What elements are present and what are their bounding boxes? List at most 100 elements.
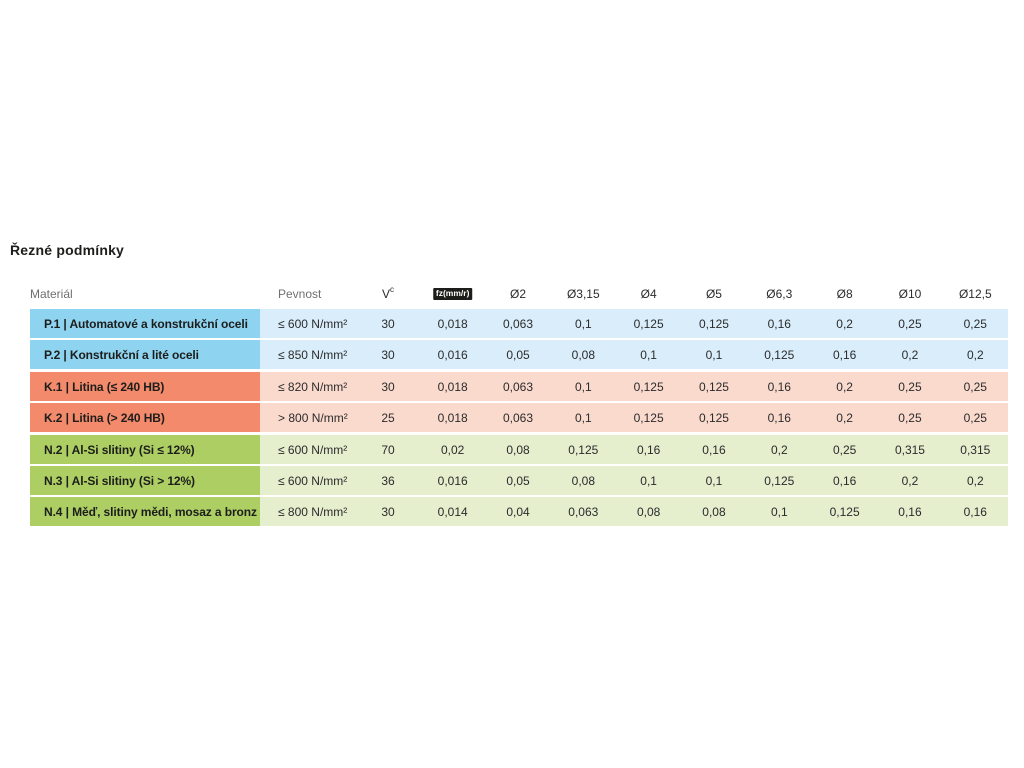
fz-value-cell: 0,2: [877, 340, 943, 369]
pevnost-cell: ≤ 800 N/mm²: [260, 497, 356, 526]
fz-value-cell: 0,04: [485, 497, 551, 526]
fz-value-cell: 0,125: [746, 466, 812, 495]
material-cell: N.3 | Al-Si slitiny (Si > 12%): [30, 466, 260, 495]
fz-value-cell: 0,08: [550, 340, 616, 369]
fz-value-cell: 0,25: [877, 403, 943, 432]
column-header-pevnost: Pevnost: [278, 287, 322, 301]
diameter-label: Ø3,15: [566, 287, 600, 301]
table-row: P.2 | Konstrukční a lité oceli ≤ 850 N/mm…: [30, 340, 1008, 369]
fz-value-cell: 0,16: [811, 340, 878, 369]
pevnost-cell: ≤ 600 N/mm²: [260, 466, 356, 495]
diameter-label: Ø6,3: [766, 287, 793, 301]
vc-cell: 25: [356, 403, 420, 432]
table-row: N.4 | Měď, slitiny mědi, mosaz a bronz ≤ …: [30, 497, 1008, 526]
fz-value-cell: 0,16: [746, 403, 812, 432]
fz-value-cell: 0,016: [420, 340, 486, 369]
fz-value-cell: 0,125: [681, 372, 747, 401]
fz-value-cell: 0,1: [681, 340, 747, 369]
diameter-label: Ø10: [898, 287, 922, 301]
column-header-d5: Ø5: [681, 287, 746, 307]
fz-value-cell: 0,063: [550, 497, 616, 526]
fz-value-cell: 0,08: [550, 466, 616, 495]
material-cell: K.2 | Litina (> 240 HB): [30, 403, 260, 432]
table-row: N.3 | Al-Si slitiny (Si > 12%) ≤ 600 N/mm…: [30, 466, 1008, 495]
fz-value-cell: 0,125: [615, 372, 682, 401]
fz-value-cell: 0,16: [811, 466, 878, 495]
vc-cell: 30: [356, 340, 420, 369]
fz-value-cell: 0,16: [681, 435, 747, 464]
fz-value-cell: 0,1: [615, 466, 682, 495]
fz-value-cell: 0,1: [550, 372, 616, 401]
fz-value-cell: 0,08: [681, 497, 747, 526]
vc-base: V: [381, 286, 390, 301]
table-row: K.1 | Litina (≤ 240 HB) ≤ 820 N/mm² 30 0,01…: [30, 372, 1008, 401]
column-header-d8: Ø10: [877, 287, 942, 307]
fz-value-cell: 0,1: [681, 466, 747, 495]
fz-value-cell: 0,2: [811, 309, 878, 338]
material-cell: P.2 | Konstrukční a lité oceli: [30, 340, 260, 369]
fz-value-cell: 0,018: [420, 372, 486, 401]
fz-value-cell: 0,125: [681, 309, 747, 338]
pevnost-cell: ≤ 850 N/mm²: [260, 340, 356, 369]
diameter-label: Ø8: [836, 287, 853, 301]
column-header-material: Materiál: [30, 287, 73, 301]
table-row: N.2 | Al-Si slitiny (Si ≤ 12%) ≤ 600 N/mm…: [30, 435, 1008, 464]
column-header-d6: Ø6,3: [747, 287, 812, 307]
fz-value-cell: 0,315: [942, 435, 1008, 464]
vc-cell: 30: [356, 497, 420, 526]
diameter-label: Ø4: [640, 287, 657, 301]
fz-value-cell: 0,315: [877, 435, 943, 464]
fz-value-cell: 0,25: [942, 309, 1008, 338]
pevnost-cell: ≤ 600 N/mm²: [260, 309, 356, 338]
fz-value-cell: 0,16: [877, 497, 943, 526]
fz-value-cell: 0,063: [485, 403, 551, 432]
fz-value-cell: 0,063: [485, 372, 551, 401]
fz-value-cell: 0,16: [615, 435, 682, 464]
fz-value-cell: 0,05: [485, 466, 551, 495]
fz-value-cell: 0,018: [420, 309, 486, 338]
material-cell: P.1 | Automatové a konstrukční oceli: [30, 309, 260, 338]
vc-subscript: c: [390, 286, 394, 294]
fz-value-cell: 0,16: [746, 309, 812, 338]
diameter-label: Ø12,5: [958, 287, 992, 301]
vc-cell: 70: [356, 435, 420, 464]
fz-value-cell: 0,2: [877, 466, 943, 495]
fz-value-cell: 0,16: [746, 372, 812, 401]
fz-value-cell: 0,125: [550, 435, 616, 464]
fz-value-cell: 0,125: [746, 340, 812, 369]
column-header-d4: Ø4: [616, 287, 681, 307]
column-header-d7: Ø8: [812, 287, 877, 307]
fz-value-cell: 0,02: [420, 435, 486, 464]
cutting-conditions-table: Materiál Pevnost Vc fz(mm/r) Ø1 Ø2 Ø3,15…: [30, 268, 1008, 526]
page-title: Řezné podmínky: [10, 242, 125, 258]
fz-value-cell: 0,25: [811, 435, 878, 464]
diameter-label: Ø5: [705, 287, 722, 301]
fz-value-cell: 0,25: [942, 372, 1008, 401]
material-cell: N.2 | Al-Si slitiny (Si ≤ 12%): [30, 435, 260, 464]
fz-value-cell: 0,08: [615, 497, 682, 526]
fz-value-cell: 0,063: [485, 309, 551, 338]
column-header-d1: fz(mm/r) Ø1: [420, 287, 485, 307]
fz-value-cell: 0,25: [877, 372, 943, 401]
fz-value-cell: 0,1: [550, 403, 616, 432]
fz-value-cell: 0,2: [811, 372, 878, 401]
fz-value-cell: 0,05: [485, 340, 551, 369]
table-row: P.1 | Automatové a konstrukční oceli ≤ 60…: [30, 309, 1008, 338]
fz-value-cell: 0,125: [811, 497, 878, 526]
vc-cell: 30: [356, 309, 420, 338]
column-header-d3: Ø3,15: [551, 287, 616, 307]
fz-value-cell: 0,016: [420, 466, 486, 495]
fz-value-cell: 0,2: [811, 403, 878, 432]
column-header-d2: Ø2: [485, 287, 550, 307]
fz-value-cell: 0,25: [942, 403, 1008, 432]
fz-value-cell: 0,2: [746, 435, 812, 464]
fz-value-cell: 0,125: [615, 403, 682, 432]
pevnost-cell: > 800 N/mm²: [260, 403, 356, 432]
pevnost-cell: ≤ 820 N/mm²: [260, 372, 356, 401]
fz-unit-badge: fz(mm/r): [432, 288, 473, 300]
table-row: K.2 | Litina (> 240 HB) > 800 N/mm² 25 0,01…: [30, 403, 1008, 432]
fz-value-cell: 0,2: [942, 466, 1008, 495]
material-cell: N.4 | Měď, slitiny mědi, mosaz a bronz: [30, 497, 260, 526]
fz-value-cell: 0,16: [942, 497, 1008, 526]
